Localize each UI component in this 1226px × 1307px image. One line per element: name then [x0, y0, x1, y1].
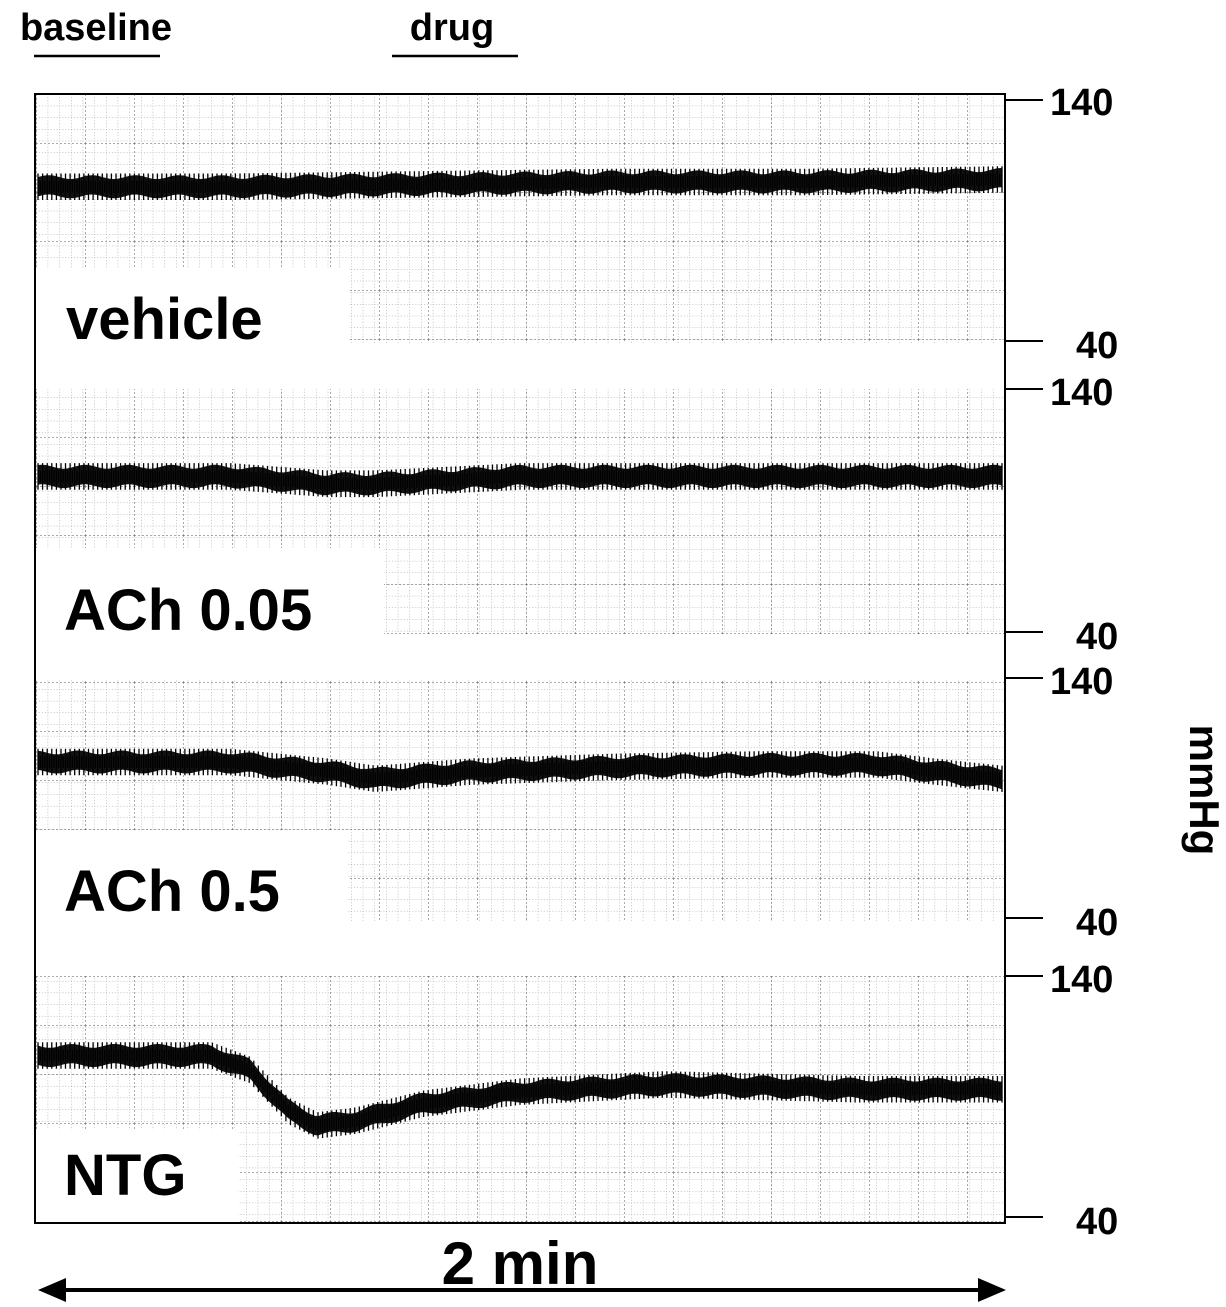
tick-label-ach05-bottom: 40 [1076, 902, 1118, 944]
time-scale-arrow-left-head [38, 1278, 66, 1302]
panel-label-ach-0-5: ACh 0.5 [64, 859, 280, 924]
trace-pulses-1 [37, 463, 1003, 498]
drug-label: drug [410, 7, 494, 49]
panel-label-ntg: NTG [64, 1143, 186, 1208]
panel-gaps [36, 343, 1004, 976]
trace-pulses-2 [37, 748, 1003, 792]
tick-label-ntg-top: 140 [1050, 959, 1113, 1001]
time-scale-label: 2 min [442, 1230, 599, 1297]
baseline-label: baseline [20, 7, 172, 49]
time-scale: 2 min [38, 1230, 1006, 1302]
tick-label-ach05-top: 140 [1050, 661, 1113, 703]
tick-label-ach005-top: 140 [1050, 372, 1113, 414]
trace-pulses-0 [37, 166, 1003, 200]
y-axis-unit-label: mmHg [1181, 725, 1226, 856]
tick-label-ach005-bottom: 40 [1076, 616, 1118, 658]
tick-label-vehicle-bottom: 40 [1076, 325, 1118, 367]
label-backgrounds [36, 268, 384, 1222]
panel-label-ach-0-05: ACh 0.05 [64, 578, 312, 643]
trace-pulses-3 [37, 1042, 1003, 1139]
pressure-traces [37, 166, 1003, 1139]
time-scale-arrow-right-head [978, 1278, 1006, 1302]
chart-frame [34, 93, 1006, 1224]
panel-label-vehicle: vehicle [66, 287, 263, 352]
tick-label-ntg-bottom: 40 [1076, 1201, 1118, 1243]
y-axis: 140 40 140 40 140 40 140 40 [1005, 82, 1118, 1243]
tick-label-vehicle-top: 140 [1050, 82, 1113, 124]
